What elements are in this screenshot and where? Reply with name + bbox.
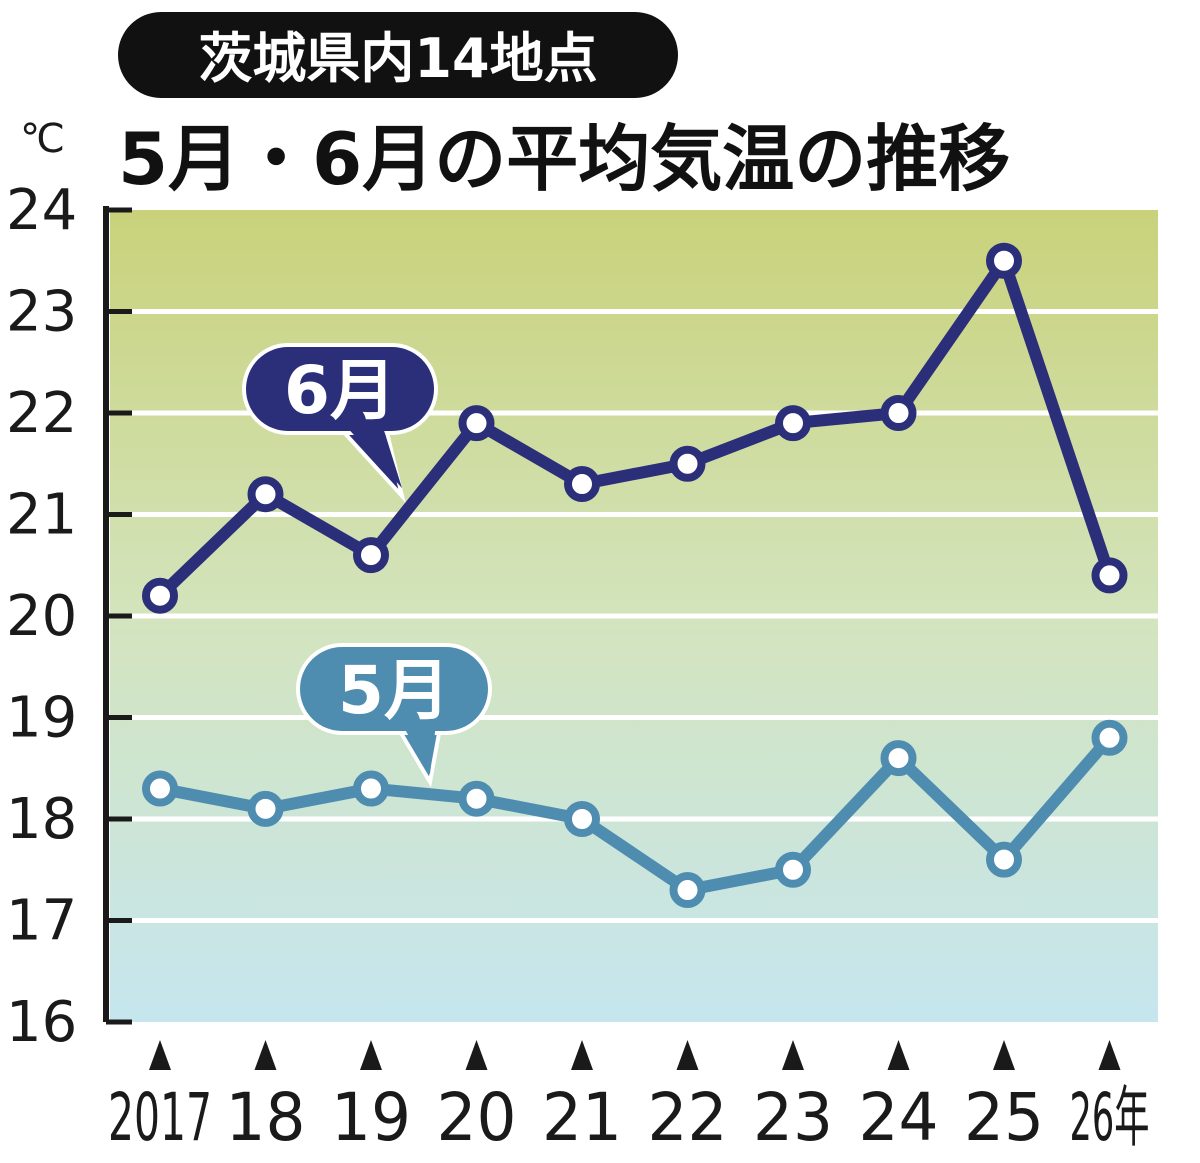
x-tick-label: 23 — [753, 1079, 833, 1156]
data-point — [353, 537, 389, 574]
x-tick-marker — [887, 1040, 910, 1070]
data-point — [986, 242, 1022, 279]
y-tick-label: 24 — [6, 178, 77, 243]
series-group — [142, 242, 1128, 909]
x-tick-marker — [782, 1040, 804, 1070]
callout-bubble — [296, 643, 492, 735]
x-tick-marker — [360, 1040, 382, 1070]
region-tag: 茨城県内14地点 — [198, 27, 597, 90]
data-point — [880, 395, 917, 431]
x-tick-label: 18 — [226, 1079, 306, 1156]
x-tick-marker — [1098, 1040, 1121, 1070]
callout-bubble — [242, 343, 438, 435]
x-tick-marker — [676, 1040, 699, 1070]
y-unit-label: ℃ — [20, 116, 65, 162]
data-point — [986, 841, 1022, 878]
y-tick-label: 22 — [6, 381, 77, 446]
y-axis: 16 17 18 19 20 21 22 23 24 — [6, 178, 132, 1055]
series-label: 6月 — [284, 352, 396, 429]
x-tick-label: 22 — [648, 1079, 728, 1156]
data-point — [458, 780, 495, 817]
series-label: 5月 — [338, 652, 450, 729]
y-tick-label: 16 — [6, 990, 77, 1055]
y-tick-label: 19 — [6, 686, 77, 751]
data-point — [247, 476, 284, 513]
series-callouts: 6月 5月 — [242, 343, 492, 788]
callout-tail-fill — [402, 724, 436, 774]
data-point — [564, 466, 600, 503]
x-axis: 2017 18 19 20 21 22 23 24 25 26年 — [108, 1040, 1150, 1156]
y-tick-label: 17 — [6, 889, 77, 954]
x-tick-marker — [465, 1040, 488, 1070]
callout-tail-fill — [344, 424, 402, 488]
data-point — [775, 851, 811, 888]
data-point — [669, 445, 706, 482]
data-point — [669, 872, 706, 909]
data-point — [1091, 557, 1128, 594]
x-tick-marker — [993, 1040, 1015, 1070]
x-tick-label: 25 — [964, 1079, 1044, 1156]
x-tick-label: 26年 — [1070, 1079, 1150, 1156]
data-point — [353, 770, 389, 807]
region-tag-pill — [118, 12, 678, 98]
x-tick-label: 2017 — [108, 1079, 212, 1156]
x-tick-marker — [254, 1040, 277, 1070]
data-point — [775, 405, 811, 442]
series-line — [154, 254, 1116, 602]
y-tick-label: 21 — [6, 483, 77, 548]
y-tick-label: 20 — [6, 584, 77, 649]
data-point — [247, 790, 284, 827]
x-tick-label: 24 — [859, 1079, 939, 1156]
x-tick-marker — [571, 1040, 593, 1070]
x-tick-marker — [149, 1040, 171, 1070]
data-point — [564, 801, 600, 837]
x-tick-label: 21 — [542, 1079, 622, 1156]
x-tick-label: 19 — [331, 1079, 411, 1156]
chart-title: 5月・6月の平均気温の推移 — [118, 117, 1010, 201]
data-point — [880, 740, 917, 777]
data-point — [142, 577, 178, 614]
y-tick-label: 18 — [6, 787, 77, 852]
x-tick-label: 20 — [437, 1079, 517, 1156]
series-line — [154, 731, 1116, 897]
data-point — [458, 405, 495, 442]
y-tick-label: 23 — [6, 280, 77, 345]
data-point — [1091, 719, 1128, 756]
data-point — [142, 770, 178, 807]
